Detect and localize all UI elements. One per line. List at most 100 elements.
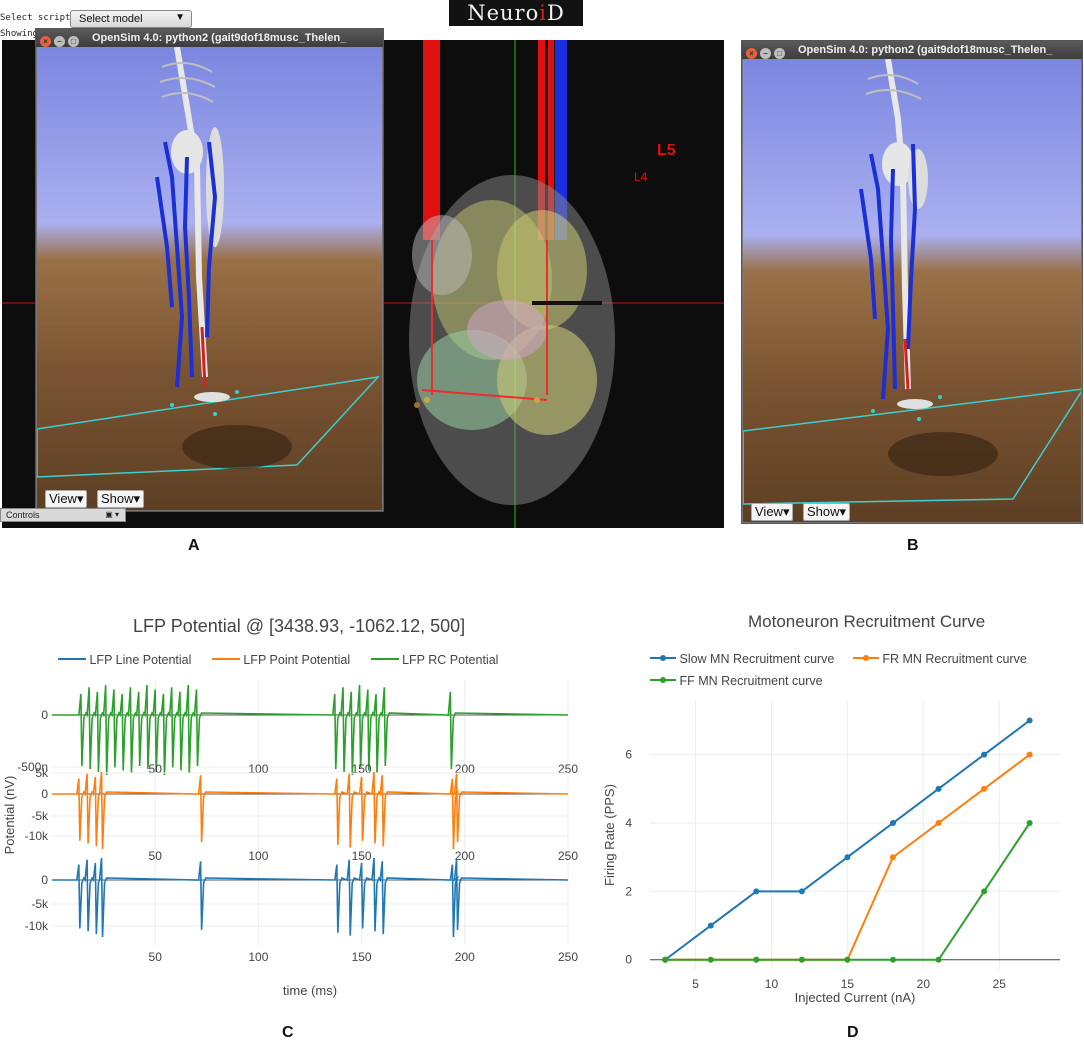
vertebra-label-l5: L5 bbox=[657, 142, 676, 159]
x-axis-title: time (ms) bbox=[283, 983, 337, 998]
y-tick-label: -10k bbox=[25, 829, 49, 843]
controls-bar[interactable]: Controls ▣ ▾ bbox=[0, 508, 126, 522]
close-icon[interactable]: × bbox=[40, 36, 51, 47]
view-menu-button[interactable]: View▾ bbox=[45, 490, 88, 508]
y-tick-label: -10k bbox=[25, 919, 49, 933]
y-axis-title: Firing Rate (PPS) bbox=[602, 784, 617, 886]
maximize-icon[interactable]: □ bbox=[68, 36, 79, 47]
x-tick-label: 25 bbox=[993, 977, 1007, 991]
x-tick-label: 50 bbox=[149, 762, 163, 776]
x-tick-label: 250 bbox=[558, 762, 578, 776]
y-tick-label: 2 bbox=[625, 884, 632, 898]
minimize-icon[interactable]: – bbox=[760, 48, 771, 59]
data-point bbox=[798, 956, 805, 963]
window-controls-icon[interactable]: ▣ ▾ bbox=[105, 510, 119, 519]
data-point bbox=[844, 956, 851, 963]
musculoskeletal-scene[interactable]: View▾ Show▾ bbox=[37, 47, 382, 510]
x-tick-label: 150 bbox=[352, 849, 372, 863]
data-point bbox=[889, 854, 896, 861]
opensim-window-right[interactable]: × – □ OpenSim 4.0: python2 (gait9dof18musc… bbox=[741, 40, 1083, 524]
nerve-root-right-blue bbox=[555, 40, 567, 240]
opensim-window-left[interactable]: × – □ OpenSim 4.0: python2 (gait9dof18musc… bbox=[35, 28, 384, 512]
data-point bbox=[844, 854, 851, 861]
data-point bbox=[1026, 717, 1033, 724]
legend-item-fr[interactable]: FR MN Recruitment curve bbox=[852, 652, 1027, 666]
x-tick-label: 250 bbox=[558, 849, 578, 863]
data-point bbox=[935, 956, 942, 963]
y-tick-label: -5k bbox=[31, 897, 49, 911]
data-point bbox=[981, 888, 988, 895]
data-point bbox=[889, 820, 896, 827]
lfp-chart-title: LFP Potential @ [3438.93, -1062.12, 500] bbox=[133, 616, 466, 636]
series-line-2 bbox=[52, 684, 569, 776]
minimize-icon[interactable]: – bbox=[54, 36, 65, 47]
x-tick-label: 100 bbox=[248, 950, 268, 964]
x-tick-label: 50 bbox=[149, 950, 163, 964]
data-point bbox=[1026, 751, 1033, 758]
recruitment-legend: Slow MN Recruitment curve FR MN Recruitm… bbox=[650, 650, 1070, 690]
maximize-icon[interactable]: □ bbox=[774, 48, 785, 59]
recruitment-chart-title: Motoneuron Recruitment Curve bbox=[748, 612, 986, 631]
x-axis-title: Injected Current (nA) bbox=[795, 990, 916, 1005]
y-tick-label: -5k bbox=[31, 809, 49, 823]
nerve-root-right-red-2 bbox=[548, 40, 554, 240]
series-line-0 bbox=[52, 857, 569, 938]
x-tick-label: 10 bbox=[765, 977, 779, 991]
legend-item-line[interactable]: LFP Line Potential bbox=[58, 653, 192, 667]
x-tick-label: 100 bbox=[248, 762, 268, 776]
panel-letter-c: C bbox=[282, 1024, 294, 1041]
caret-down-icon: ▾ bbox=[133, 491, 141, 506]
y-tick-label: 0 bbox=[41, 873, 48, 887]
x-tick-label: 50 bbox=[149, 849, 163, 863]
recruitment-chart: 5 10 15 20 25 0 2 4 6 Injected Current (nA) Firing… bbox=[602, 700, 1060, 1005]
y-tick-label: 6 bbox=[625, 748, 632, 762]
x-tick-label: 150 bbox=[352, 762, 372, 776]
x-tick-label: 100 bbox=[248, 849, 268, 863]
x-tick-label: 5 bbox=[692, 977, 699, 991]
x-tick-label: 150 bbox=[352, 950, 372, 964]
nerve-root-right-red bbox=[538, 40, 545, 240]
data-point bbox=[662, 956, 669, 963]
window-titlebar[interactable]: × – □ OpenSim 4.0: python2 (gait9dof18musc… bbox=[36, 29, 383, 47]
select-model-value: Select model bbox=[79, 13, 143, 25]
data-point bbox=[753, 888, 760, 895]
neuroid-logo: NeuroiD bbox=[449, 0, 583, 26]
lfp-chart: 0 -500n 50 100 150 200 250 0 5k -5k -10k 50 100 150 20… bbox=[2, 680, 578, 998]
view-menu-button[interactable]: View▾ bbox=[751, 503, 794, 521]
musculoskeletal-scene[interactable]: View▾ Show▾ bbox=[743, 59, 1081, 522]
spinal-cord-render bbox=[2, 40, 724, 528]
x-tick-label: 250 bbox=[558, 950, 578, 964]
data-point bbox=[707, 956, 714, 963]
nerve-root-left bbox=[423, 40, 440, 240]
y-tick-label: 0 bbox=[625, 953, 632, 967]
select-script-label: Select script: bbox=[0, 13, 76, 23]
legend-item-slow[interactable]: Slow MN Recruitment curve bbox=[650, 652, 834, 666]
legend-item-ff[interactable]: FF MN Recruitment curve bbox=[650, 674, 823, 688]
x-tick-label: 20 bbox=[917, 977, 931, 991]
chevron-down-icon: ▼ bbox=[175, 12, 185, 23]
y-tick-label: -500n bbox=[17, 760, 48, 774]
legend-item-rc[interactable]: LFP RC Potential bbox=[370, 653, 499, 667]
window-titlebar[interactable]: × – □ OpenSim 4.0: python2 (gait9dof18musc… bbox=[742, 41, 1082, 59]
y-tick-label: 0 bbox=[41, 708, 48, 722]
caret-down-icon: ▾ bbox=[76, 491, 84, 506]
window-title: OpenSim 4.0: python2 (gait9dof18musc_The… bbox=[92, 32, 347, 44]
caret-down-icon: ▾ bbox=[839, 504, 847, 519]
show-menu-button[interactable]: Show▾ bbox=[97, 490, 145, 508]
data-point bbox=[981, 785, 988, 792]
panel-letter-d: D bbox=[847, 1024, 859, 1041]
data-point bbox=[753, 956, 760, 963]
skeleton-render bbox=[743, 59, 1081, 505]
x-tick-label: 200 bbox=[455, 849, 475, 863]
y-tick-label: 4 bbox=[625, 816, 632, 830]
x-tick-label: 15 bbox=[841, 977, 855, 991]
data-point bbox=[935, 785, 942, 792]
select-model-dropdown[interactable]: Select model ▼ bbox=[70, 10, 192, 28]
show-menu-button[interactable]: Show▾ bbox=[803, 503, 851, 521]
legend-item-point[interactable]: LFP Point Potential bbox=[211, 653, 351, 667]
data-point bbox=[707, 922, 714, 929]
vertebra-label-l4: L4 bbox=[634, 170, 648, 184]
close-icon[interactable]: × bbox=[746, 48, 757, 59]
data-point bbox=[935, 820, 942, 827]
data-point bbox=[981, 751, 988, 758]
